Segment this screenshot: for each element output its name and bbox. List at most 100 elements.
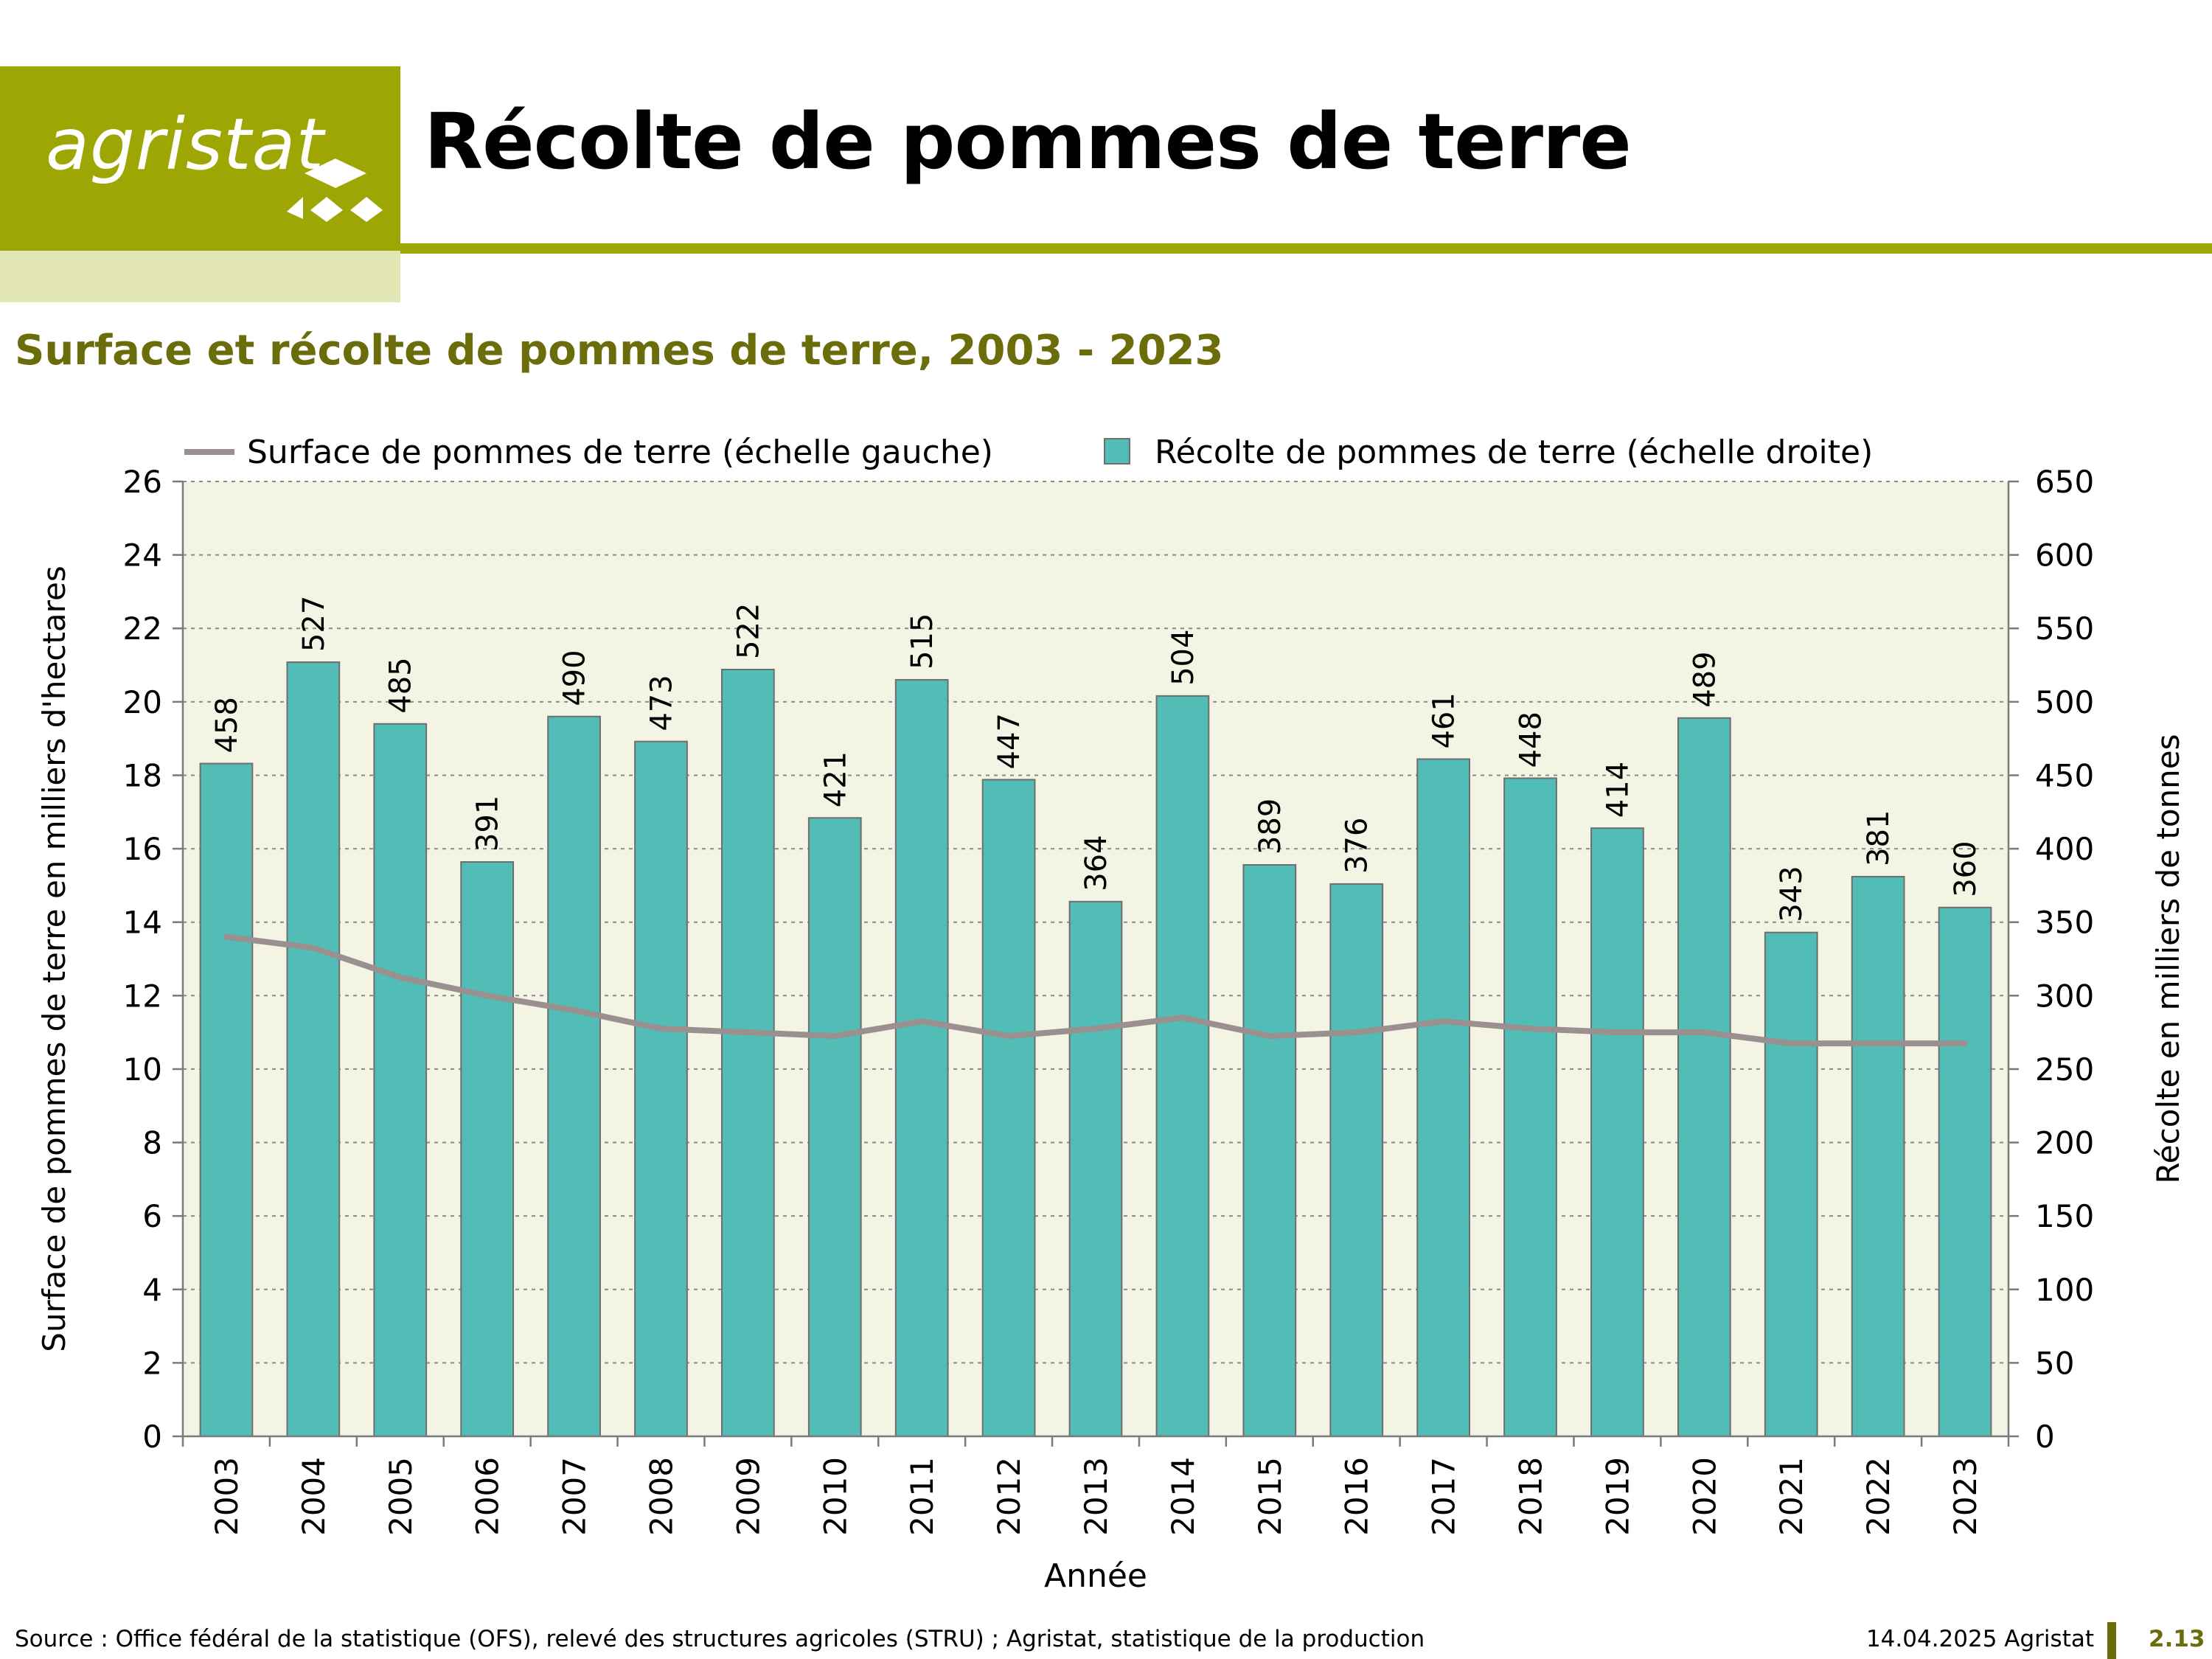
right-tick-label: 50 [2035,1345,2074,1381]
bar-2020 [1677,717,1731,1437]
bar-2018 [1503,777,1557,1437]
bar-label-2016: 376 [1340,818,1374,874]
bar-label-2012: 447 [992,713,1026,769]
bar-label-2013: 364 [1079,835,1113,891]
bar-label-2005: 485 [384,657,418,713]
logo-diamonds-icon [287,159,383,222]
x-tick-label-2012: 2012 [991,1457,1027,1536]
bar-2021 [1764,931,1818,1437]
x-axis-label: Année [1044,1557,1147,1593]
bar-label-2015: 389 [1253,799,1287,855]
x-tick-label-2004: 2004 [296,1457,332,1536]
right-tick-label: 550 [2035,611,2094,647]
x-tick-label-2022: 2022 [1860,1457,1896,1536]
left-tick-label: 14 [123,905,162,941]
footer-source: Source : Office fédéral de la statistiqu… [15,1626,1425,1652]
left-tick-label: 4 [142,1272,162,1308]
left-tick-label: 24 [123,538,162,574]
bar-label-2010: 421 [818,751,852,807]
bar-2004 [286,661,341,1437]
right-tick-label: 600 [2035,538,2094,574]
x-tick-label-2016: 2016 [1339,1457,1375,1536]
footer-date: 14.04.2025 Agristat [1865,1626,2094,1652]
bar-2022 [1851,875,1905,1437]
bar-label-2007: 490 [558,650,592,706]
right-tick-label: 100 [2035,1272,2094,1308]
right-axis-ticks: 0 50 100 150 200 250 300 350 400 450 500 550 600 650 [2008,464,2094,1455]
bar-2009 [721,669,775,1437]
axes [181,481,2010,1438]
x-tick-label-2023: 2023 [1947,1457,1983,1536]
bar-label-2018: 448 [1514,712,1548,768]
x-tick-label-2017: 2017 [1426,1457,1462,1536]
page-number: 2.13 [2149,1626,2205,1652]
left-tick-label: 26 [123,464,162,500]
bar-2017 [1416,758,1470,1437]
left-tick-label: 0 [142,1419,162,1455]
bar-2010 [807,817,862,1437]
legend: Surface de pommes de terre (échelle gauc… [184,434,1873,471]
right-tick-label: 450 [2035,757,2094,793]
bar-label-2020: 489 [1688,651,1722,707]
right-tick-label: 400 [2035,831,2094,867]
bar-label-2003: 458 [210,697,244,753]
left-tick-label: 22 [123,611,162,647]
bar-2005 [373,723,428,1437]
bar-label-2009: 522 [731,603,765,659]
page-title: Récolte de pommes de terre [424,97,1632,187]
right-tick-label: 650 [2035,464,2094,500]
x-tick-label-2021: 2021 [1773,1457,1809,1536]
bar-2012 [981,779,1036,1437]
right-tick-label: 0 [2035,1419,2055,1455]
x-tick-label-2019: 2019 [1599,1457,1635,1536]
x-tick-label-2018: 2018 [1513,1457,1549,1536]
y-axis-label-left: Surface de pommes de terre en milliers d… [36,566,72,1352]
x-axis-ticks: 2003 2004 2005 2006 2007 2008 2009 2010 2011 2012… [181,1436,2010,1536]
chart: 458 527 485 391 490 473 522 421 515 447 364 50 4 389 3… [36,434,2186,1593]
bar-label-2023: 360 [1949,841,1983,897]
x-tick-label-2007: 2007 [557,1457,593,1536]
left-tick-label: 10 [123,1051,162,1088]
y-axis-label-right: Récolte en milliers de tonnes [2150,734,2186,1184]
right-tick-label: 250 [2035,1051,2094,1088]
legend-label-recolte: Récolte de pommes de terre (échelle droi… [1155,434,1873,471]
x-tick-label-2003: 2003 [209,1457,245,1536]
left-tick-label: 20 [123,684,162,720]
bar-2003 [199,762,254,1437]
header-rule [400,243,2212,254]
surface-series-line [223,933,1968,1047]
x-tick-label-2011: 2011 [904,1457,940,1536]
logo-band-light [0,251,400,302]
bar-2016 [1329,883,1384,1437]
legend-bar-swatch [1104,438,1130,465]
bar-label-2004: 527 [297,596,331,652]
right-tick-label: 200 [2035,1125,2094,1161]
logo-text: agristat [46,103,325,186]
bar-2007 [547,715,601,1437]
bar-2023 [1938,906,1992,1437]
bar-labels: 458 527 485 391 490 473 522 421 515 447 364 504 389 3… [210,596,1983,922]
legend-label-surface: Surface de pommes de terre (échelle gauc… [247,434,993,471]
bar-label-2006: 391 [471,796,505,852]
bar-label-2021: 343 [1775,866,1809,922]
x-tick-label-2020: 2020 [1686,1457,1722,1536]
left-tick-label: 12 [123,978,162,1014]
left-tick-label: 6 [142,1198,162,1234]
logo-block [0,66,400,251]
bar-label-2008: 473 [644,675,678,731]
right-tick-label: 500 [2035,684,2094,720]
bar-label-2022: 381 [1862,810,1896,866]
right-tick-label: 300 [2035,978,2094,1014]
bar-2019 [1590,827,1644,1437]
bar-label-2017: 461 [1427,692,1461,748]
x-tick-label-2008: 2008 [643,1457,679,1536]
left-tick-label: 16 [123,831,162,867]
bar-2014 [1155,695,1210,1437]
x-tick-label-2014: 2014 [1165,1457,1201,1536]
bar-2013 [1068,900,1123,1437]
x-tick-label-2013: 2013 [1078,1457,1114,1536]
right-tick-label: 150 [2035,1198,2094,1234]
bar-label-2011: 515 [905,613,939,669]
bar-2011 [894,678,949,1437]
